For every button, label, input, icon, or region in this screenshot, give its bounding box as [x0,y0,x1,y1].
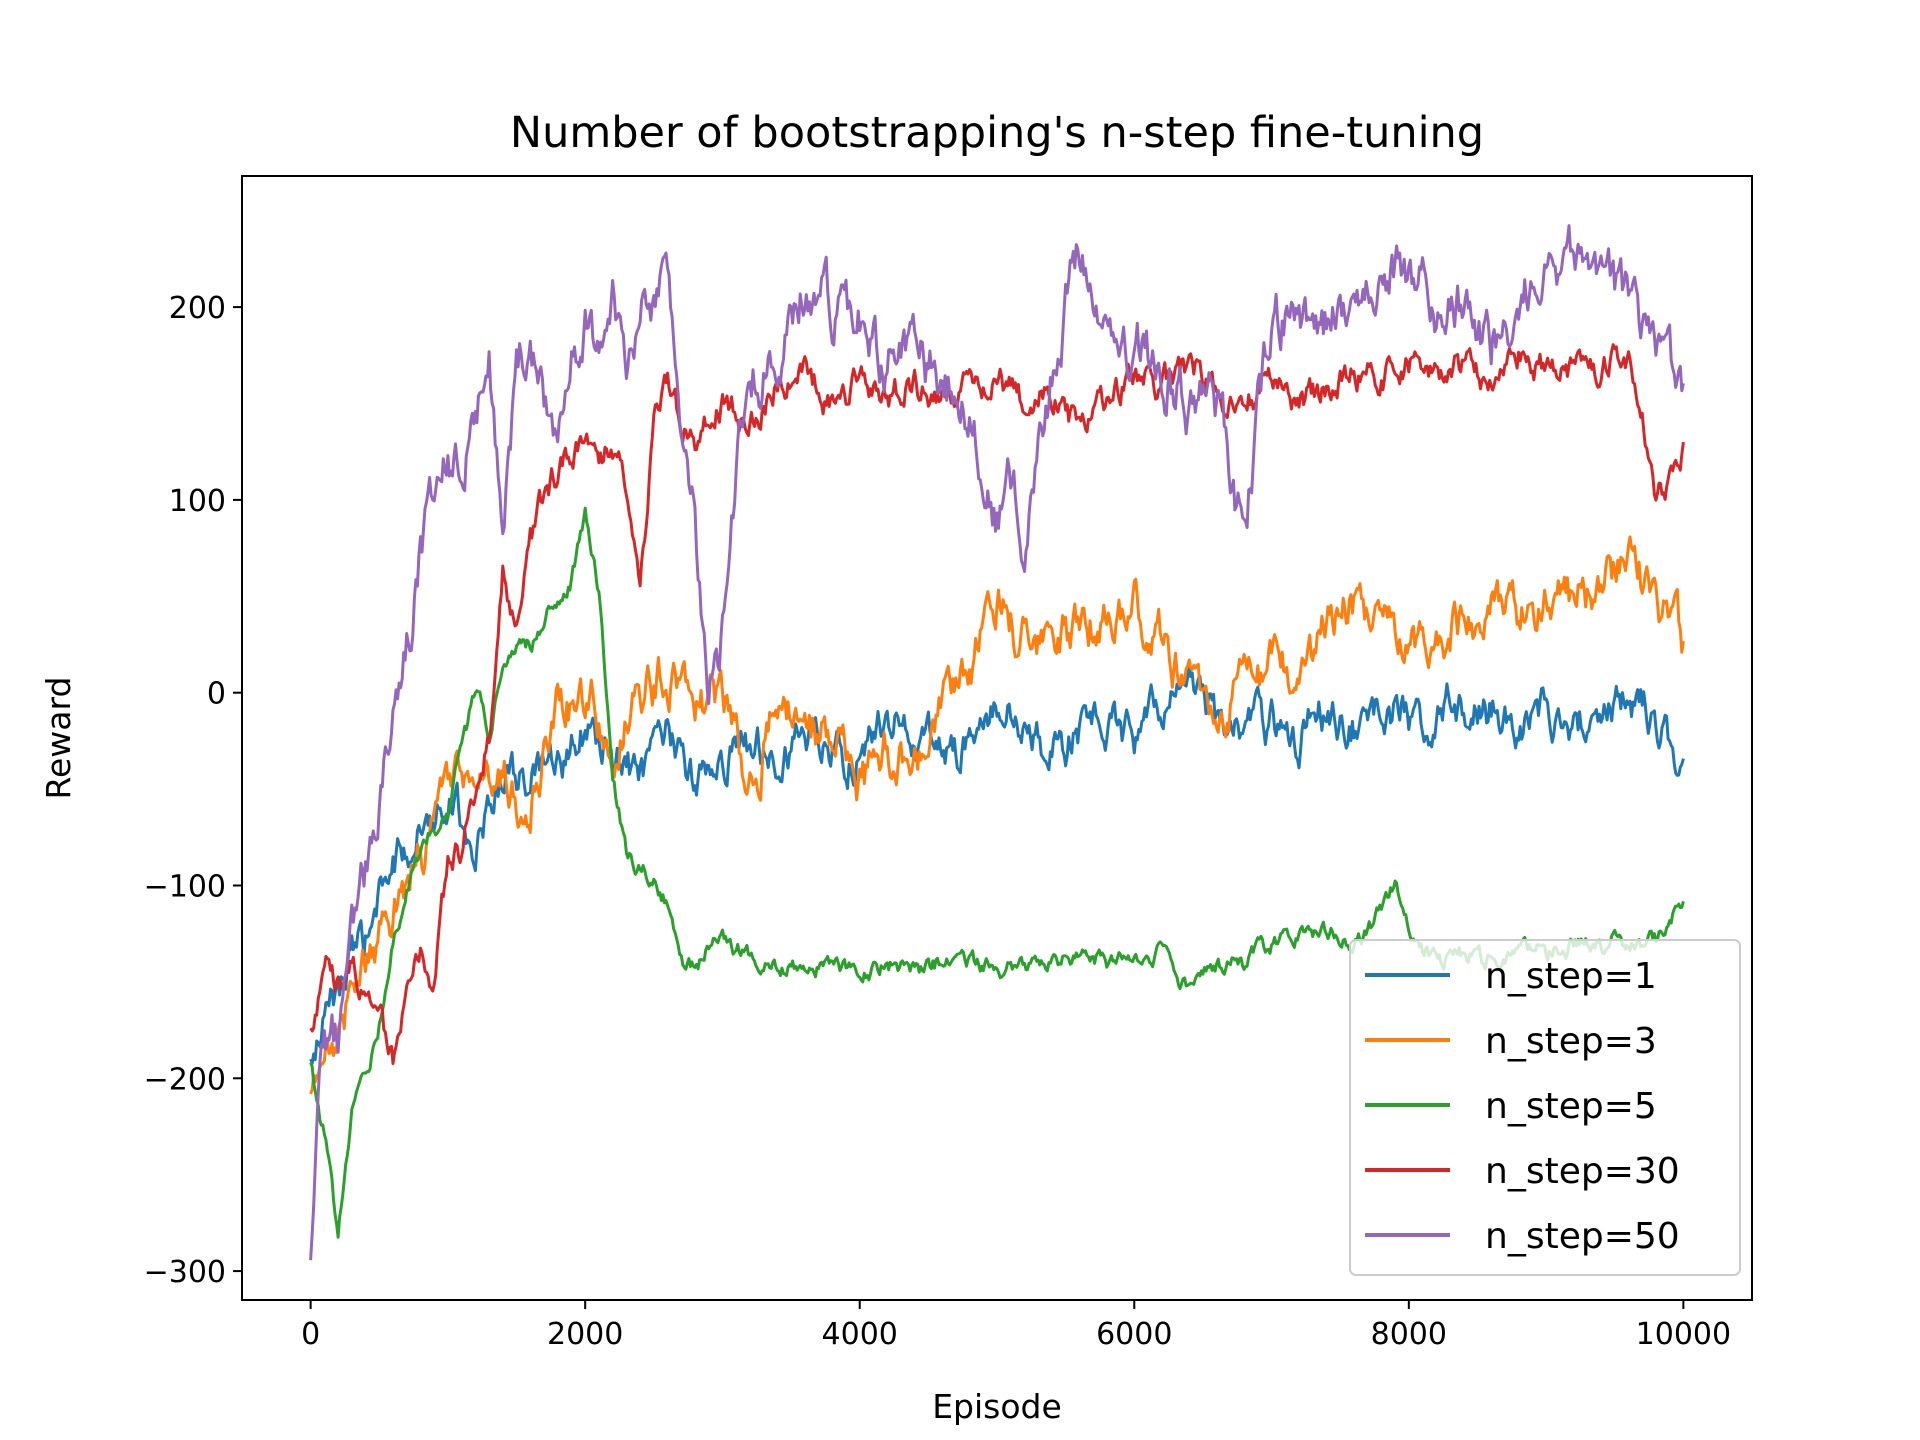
y-tick-label: −300 [144,1255,226,1290]
legend-label: n_step=30 [1485,1151,1680,1192]
x-axis-label: Episode [932,1387,1062,1426]
x-axis: 0 2000 4000 6000 8000 10000 [301,1300,1731,1352]
series-line-n-step-1 [309,664,1685,1065]
y-axis: −300 −200 −100 0 100 200 [144,291,242,1290]
x-tick-label: 4000 [822,1317,898,1352]
y-tick-label: 0 [207,677,226,712]
y-tick-label: −100 [144,869,226,904]
legend-box [1349,939,1741,1276]
axes-frame [241,175,1753,1301]
x-tick-label: 8000 [1371,1317,1447,1352]
legend-label: n_step=50 [1485,1216,1680,1257]
y-axis-label: Reward [39,677,78,800]
legend-label: n_step=3 [1485,1021,1657,1062]
x-tick-label: 0 [301,1317,320,1352]
legend-label: n_step=1 [1485,956,1657,997]
y-tick-label: −200 [144,1062,226,1097]
x-tick-label: 2000 [547,1317,623,1352]
series-line-n-step-3 [309,535,1685,1095]
x-tick-label: 10000 [1636,1317,1731,1352]
legend-label: n_step=5 [1485,1086,1657,1127]
x-tick-label: 6000 [1096,1317,1172,1352]
legend: n_step=1 n_step=3 n_step=5 n_step=30 n_step=… [1349,939,1741,1276]
y-tick-label: 100 [169,484,226,519]
chart-title: Number of bootstrapping's n-step fine-tu… [510,108,1484,158]
y-tick-label: 200 [169,291,226,326]
series-line-n-step-50 [309,224,1685,1261]
series-line-n-step-30 [309,343,1685,1066]
